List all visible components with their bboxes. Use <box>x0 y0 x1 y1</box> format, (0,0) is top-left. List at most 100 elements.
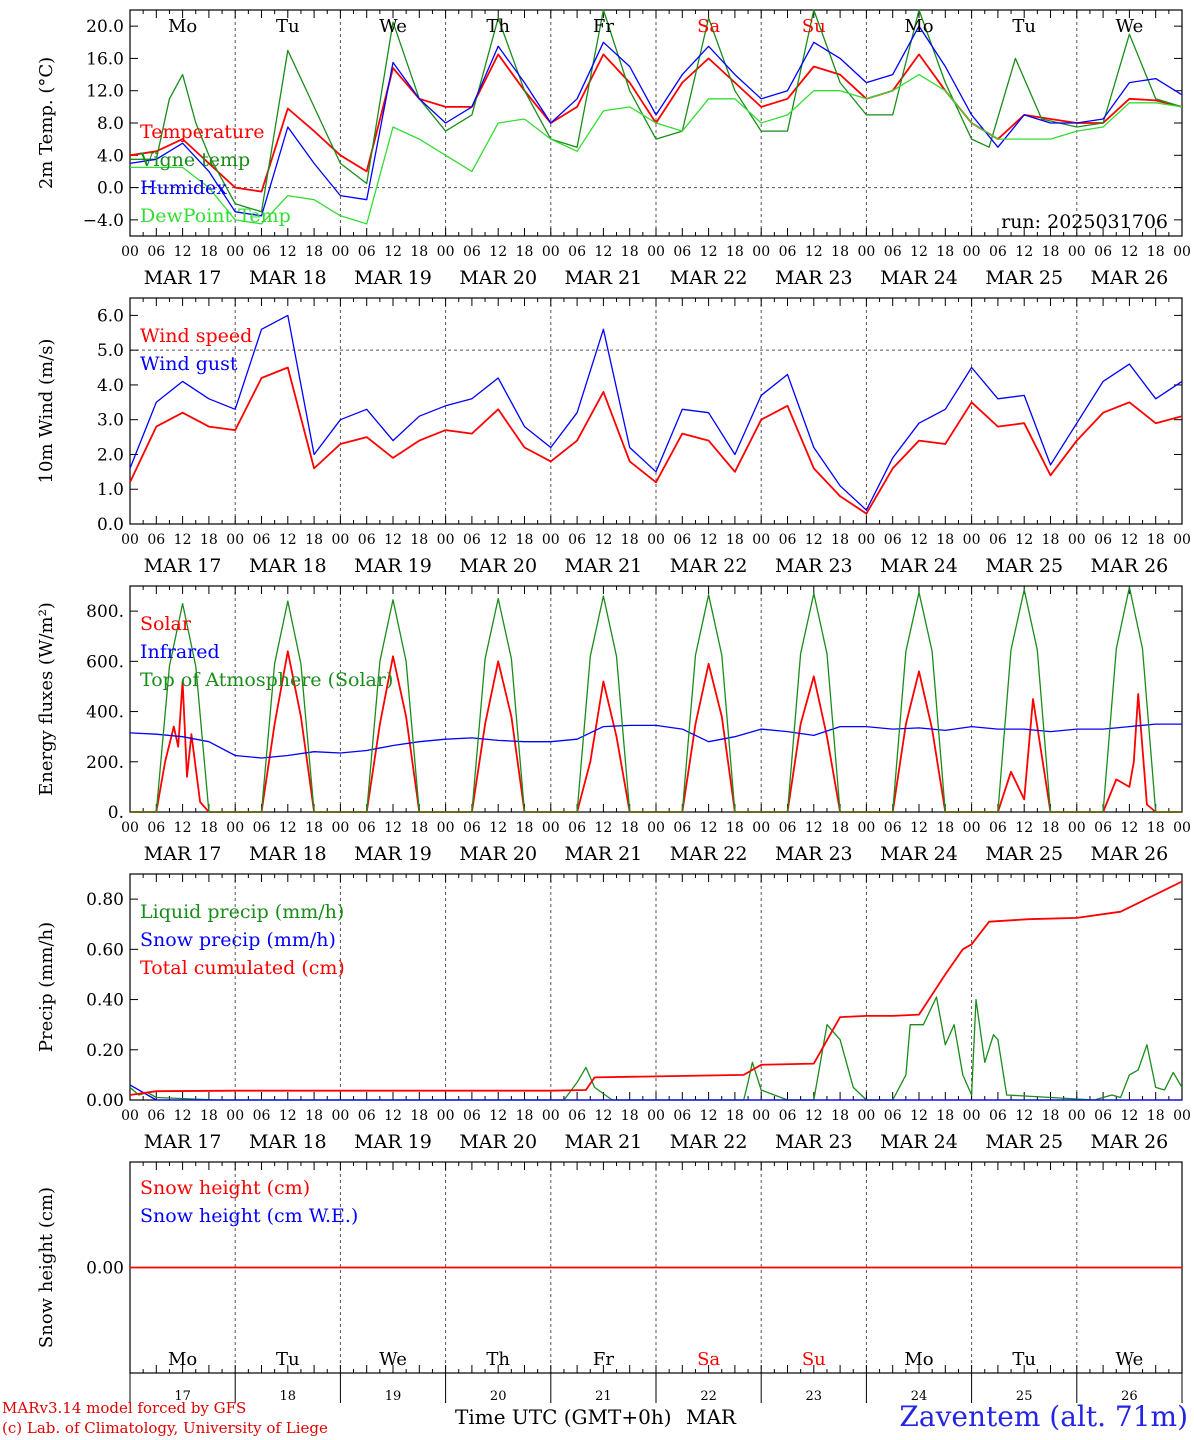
date-label: MAR 23 <box>775 843 853 865</box>
hour-tick-label: 12 <box>805 1108 823 1124</box>
day-number-label: 20 <box>490 1389 507 1404</box>
x-axis-month: MAR <box>686 1405 736 1429</box>
y-tick-label: 0.40 <box>86 991 124 1011</box>
date-label: MAR 23 <box>775 1131 853 1153</box>
series-line <box>129 996 1183 1101</box>
hour-tick-label: 00 <box>963 820 981 836</box>
hour-tick-label: 18 <box>516 820 534 836</box>
hour-tick-label: 00 <box>437 820 455 836</box>
day-number-label: 23 <box>806 1389 823 1404</box>
y-tick-label: 5.0 <box>97 341 124 361</box>
y-tick-label: 200. <box>86 753 124 773</box>
hour-tick-label: 06 <box>1094 244 1112 260</box>
hour-tick-label: 00 <box>857 244 875 260</box>
panel-4: 0.00 0.20 0.40 0.60 0.80 Precip (mm/h) Liquid … <box>36 873 1191 1153</box>
y-axis-label: Precip (mm/h) <box>36 922 57 1052</box>
hour-tick-label: 12 <box>594 1108 612 1124</box>
hour-tick-label: 06 <box>673 244 691 260</box>
footer-model-credit: MARv3.14 model forced by GFS <box>2 1399 247 1417</box>
hour-tick-label: 18 <box>516 1108 534 1124</box>
y-tick-label: 0. <box>108 803 124 823</box>
date-label: MAR 21 <box>565 843 643 865</box>
date-label: MAR 20 <box>459 555 537 577</box>
hour-tick-label: 00 <box>1068 244 1086 260</box>
hour-tick-label: 06 <box>989 1108 1007 1124</box>
date-label: MAR 20 <box>459 843 537 865</box>
hour-tick-label: 00 <box>542 532 560 548</box>
weekday-label: Th <box>486 16 510 37</box>
hour-tick-label: 06 <box>884 820 902 836</box>
hour-tick-label: 00 <box>857 820 875 836</box>
day-number-label: 25 <box>1016 1389 1033 1404</box>
hour-tick-label: 00 <box>437 532 455 548</box>
legend-entry: Top of Atmosphere (Solar) <box>140 669 393 691</box>
y-tick-label: −4.0 <box>83 211 124 231</box>
hour-tick-label: 12 <box>700 244 718 260</box>
hour-tick-label: 06 <box>253 244 271 260</box>
hour-tick-label: 12 <box>910 1108 928 1124</box>
day-number-label: 18 <box>280 1389 297 1404</box>
series-line <box>129 25 1183 217</box>
day-number-label: 26 <box>1121 1389 1138 1404</box>
date-label: MAR 20 <box>459 1131 537 1153</box>
hour-tick-label: 12 <box>279 820 297 836</box>
hour-tick-label: 18 <box>726 532 744 548</box>
hour-tick-label: 18 <box>516 244 534 260</box>
date-label: MAR 19 <box>354 555 432 577</box>
hour-tick-label: 18 <box>831 532 849 548</box>
weekday-label: Tu <box>1012 1349 1036 1370</box>
hour-tick-label: 00 <box>437 244 455 260</box>
legend-entry: Humidex <box>140 177 227 199</box>
legend-entry: Snow height (cm) <box>140 1177 310 1199</box>
hour-tick-label: 00 <box>963 244 981 260</box>
y-tick-label: 0.80 <box>86 890 124 910</box>
hour-tick-label: 00 <box>226 532 244 548</box>
weekday-label: We <box>1116 1349 1144 1370</box>
hour-tick-label: 06 <box>673 820 691 836</box>
run-annotation: run: 2025031706 <box>1001 211 1168 233</box>
date-label: MAR 21 <box>565 1131 643 1153</box>
legend-entry: Snow height (cm W.E.) <box>140 1205 358 1227</box>
hour-tick-label: 12 <box>279 1108 297 1124</box>
hour-tick-label: 00 <box>647 1108 665 1124</box>
hour-tick-label: 06 <box>463 1108 481 1124</box>
hour-tick-label: 18 <box>410 1108 428 1124</box>
hour-tick-label: 12 <box>1015 244 1033 260</box>
hour-tick-label: 12 <box>1120 244 1138 260</box>
hour-tick-label: 06 <box>358 820 376 836</box>
hour-tick-label: 12 <box>700 820 718 836</box>
hour-tick-label: 06 <box>989 820 1007 836</box>
hour-tick-label: 06 <box>1094 532 1112 548</box>
weekday-label: Sa <box>697 16 720 37</box>
date-label: MAR 23 <box>775 555 853 577</box>
x-axis-label: Time UTC (GMT+0h) <box>455 1405 672 1429</box>
hour-tick-label: 12 <box>174 244 192 260</box>
y-tick-label: 4.0 <box>97 376 124 396</box>
hour-tick-label: 12 <box>384 820 402 836</box>
hour-tick-label: 12 <box>1120 820 1138 836</box>
hour-tick-label: 06 <box>147 820 165 836</box>
hour-tick-label: 12 <box>1015 820 1033 836</box>
date-label: MAR 26 <box>1091 555 1169 577</box>
legend-entry: DewPoint Temp <box>140 205 291 227</box>
hour-tick-label: 18 <box>621 244 639 260</box>
legend-entry: Wind speed <box>140 325 252 347</box>
hour-tick-label: 00 <box>1173 244 1191 260</box>
date-label: MAR 24 <box>880 555 958 577</box>
date-label: MAR 19 <box>354 1131 432 1153</box>
series-line <box>130 9 1183 213</box>
hour-tick-label: 18 <box>936 1108 954 1124</box>
legend-entry: Solar <box>140 613 192 635</box>
hour-tick-label: 18 <box>516 532 534 548</box>
weekday-label: Th <box>486 1349 510 1370</box>
hour-tick-label: 00 <box>331 820 349 836</box>
y-tick-label: 4.0 <box>97 146 124 166</box>
hour-tick-label: 00 <box>542 820 560 836</box>
date-label: MAR 23 <box>775 267 853 289</box>
series-line <box>130 73 1183 225</box>
y-tick-label: 16.0 <box>86 49 124 69</box>
hour-tick-label: 00 <box>857 1108 875 1124</box>
weekday-label: We <box>1116 16 1144 37</box>
panel-1: −4.0 0.0 4.0 8.0 12.0 16.0 20.0 2m Temp. (°C) Te… <box>36 9 1191 289</box>
hour-tick-label: 06 <box>779 820 797 836</box>
